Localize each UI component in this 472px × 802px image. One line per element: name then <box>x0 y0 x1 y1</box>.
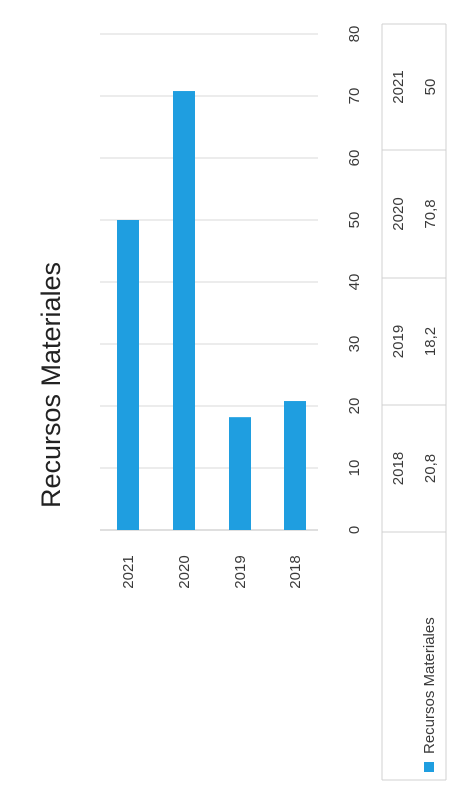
category-label-2018: 2018 <box>287 555 304 588</box>
bar-2020 <box>173 91 195 530</box>
value-axis-ticks: 0 10 20 30 40 50 60 70 80 <box>346 26 363 535</box>
value-tick-20: 20 <box>346 398 363 415</box>
table-year-2021: 2021 <box>390 70 407 103</box>
value-tick-30: 30 <box>346 336 363 353</box>
table-year-2018: 2018 <box>390 452 407 485</box>
data-table: 2018 20,8 2019 18,2 2020 70,8 2021 50 <box>381 23 447 781</box>
legend: Recursos Materiales <box>421 617 438 772</box>
value-tick-0: 0 <box>346 526 363 534</box>
bar-2021 <box>117 220 139 530</box>
table-year-2020: 2020 <box>390 197 407 230</box>
table-value-2021: 50 <box>422 79 439 96</box>
legend-swatch <box>424 762 434 772</box>
legend-label: Recursos Materiales <box>421 617 438 754</box>
table-value-2018: 20,8 <box>422 454 439 483</box>
bars <box>117 91 306 530</box>
table-value-2020: 70,8 <box>422 199 439 228</box>
table-year-2019: 2019 <box>390 325 407 358</box>
category-label-2021: 2021 <box>120 555 137 588</box>
value-tick-10: 10 <box>346 460 363 477</box>
category-axis-labels: 2021 2020 2019 2018 <box>120 555 304 588</box>
bar-2018 <box>284 401 306 530</box>
bar-2019 <box>229 417 251 530</box>
chart-title: Recursos Materiales <box>36 262 66 508</box>
value-tick-50: 50 <box>346 212 363 229</box>
value-tick-60: 60 <box>346 150 363 167</box>
category-label-2020: 2020 <box>176 555 193 588</box>
table-value-2019: 18,2 <box>422 327 439 356</box>
value-tick-40: 40 <box>346 274 363 291</box>
value-tick-70: 70 <box>346 88 363 105</box>
value-tick-80: 80 <box>346 26 363 43</box>
category-label-2019: 2019 <box>232 555 249 588</box>
